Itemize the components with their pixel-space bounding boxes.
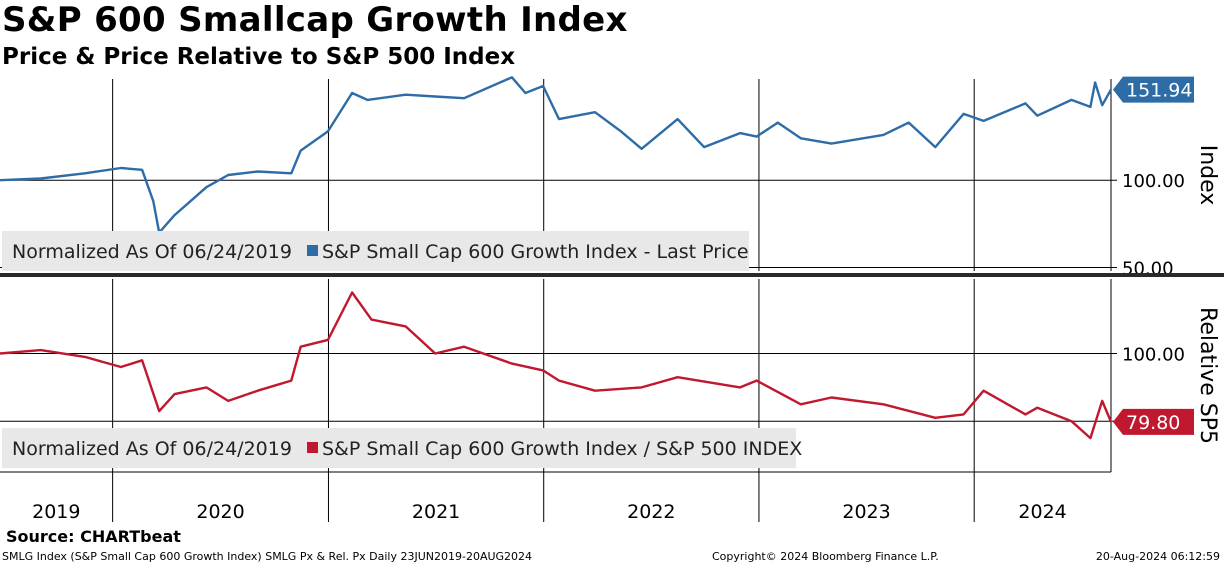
last-value-label: 79.80 xyxy=(1126,412,1180,434)
series-line xyxy=(0,76,1113,234)
legend-swatch xyxy=(307,442,318,453)
series-line xyxy=(0,291,1113,440)
source-label: Source: CHARTbeat xyxy=(6,527,181,546)
x-tick-label: 2019 xyxy=(32,501,80,523)
legend-note: Normalized As Of 06/24/2019 xyxy=(12,241,292,263)
footer-timestamp: 20-Aug-2024 06:12:59 xyxy=(1095,550,1220,563)
last-value-label: 151.94 xyxy=(1126,80,1192,102)
footer-description: SMLG Index (S&P Small Cap 600 Growth Ind… xyxy=(2,550,533,563)
chart-subtitle: Price & Price Relative to S&P 500 Index xyxy=(2,44,516,70)
last-value-badge xyxy=(1113,408,1194,435)
legend-swatch xyxy=(307,245,318,256)
y-tick-label: 100.00 xyxy=(1122,344,1185,365)
legend-series-label: S&P Small Cap 600 Growth Index - Last Pr… xyxy=(322,241,749,263)
x-tick-label: 2020 xyxy=(196,501,244,523)
footer-copyright: Copyright© 2024 Bloomberg Finance L.P. xyxy=(712,550,939,563)
x-tick-label: 2022 xyxy=(627,501,675,523)
legend-box xyxy=(2,231,749,271)
x-tick-label: 2021 xyxy=(412,501,460,523)
y-tick-label: 100.00 xyxy=(1122,171,1185,192)
legend-box xyxy=(2,428,796,468)
legend-note: Normalized As Of 06/24/2019 xyxy=(12,438,292,460)
panel-divider xyxy=(0,273,1224,277)
y-axis-title: Index xyxy=(1195,145,1220,206)
chart-title: S&P 600 Smallcap Growth Index xyxy=(2,0,628,40)
x-tick-label: 2023 xyxy=(842,501,890,523)
last-value-badge xyxy=(1113,76,1194,103)
legend-series-label: S&P Small Cap 600 Growth Index / S&P 500… xyxy=(322,438,802,460)
y-axis-title: Relative SP5 xyxy=(1195,307,1220,444)
x-tick-label: 2024 xyxy=(1018,501,1066,523)
